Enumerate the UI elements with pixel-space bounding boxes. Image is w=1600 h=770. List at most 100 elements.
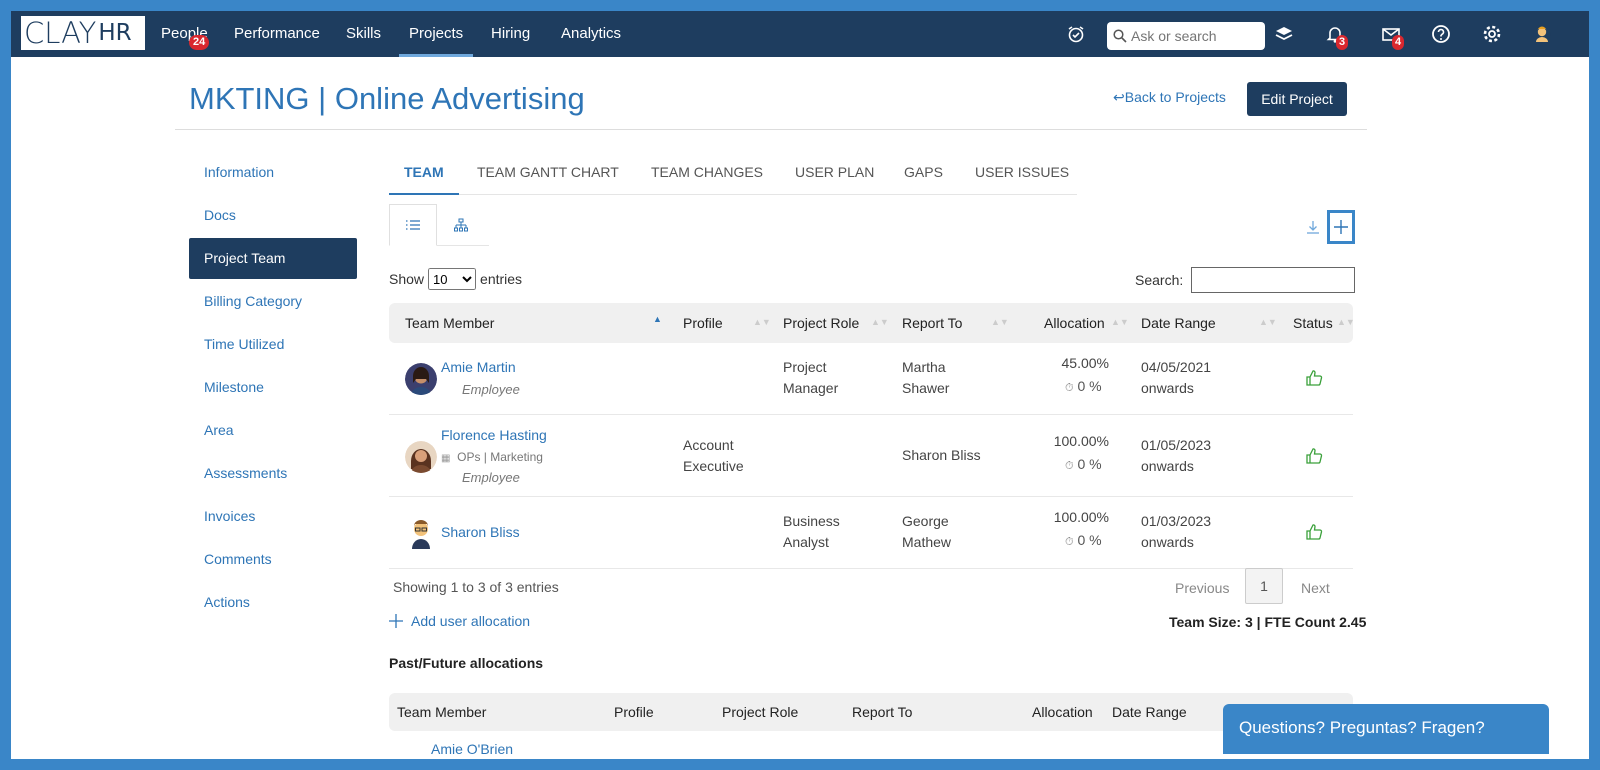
timer-icon: ⏱ [1065, 460, 1074, 472]
project-sidebar: Information Docs Project Team Billing Ca… [189, 151, 357, 624]
tab-gaps[interactable]: GAPS [904, 164, 943, 180]
sort-icon[interactable]: ▲▼ [1259, 317, 1277, 327]
nav-performance[interactable]: Performance [234, 25, 320, 42]
col-project-role[interactable]: Project Role [722, 704, 799, 720]
project-role-line2: Analyst [783, 534, 829, 550]
sidebar-item-time-utilized[interactable]: Time Utilized [204, 336, 285, 352]
col-date-range[interactable]: Date Range [1112, 704, 1187, 720]
partial-row-member-link[interactable]: Amie O'Brien [431, 741, 514, 757]
tab-user-issues[interactable]: USER ISSUES [975, 164, 1070, 180]
sidebar-item-billing-category[interactable]: Billing Category [204, 293, 303, 309]
global-search[interactable] [1107, 22, 1265, 50]
timer-icon: ⏱ [1065, 382, 1074, 394]
member-name-link[interactable]: Amie Martin [441, 359, 516, 375]
pagination-page-1[interactable]: 1 [1245, 568, 1283, 604]
department-label: OPs | Marketing [457, 450, 543, 464]
nav-people[interactable]: People 24 [161, 11, 210, 57]
clayhr-logo[interactable]: CLAY HR [21, 16, 145, 50]
nav-hiring[interactable]: Hiring [491, 25, 531, 42]
member-name-link[interactable]: Florence Hasting [441, 427, 547, 443]
back-arrow-icon: ↩ [1113, 89, 1125, 105]
sidebar-item-comments[interactable]: Comments [204, 551, 272, 567]
col-team-member[interactable]: Team Member [405, 315, 495, 331]
global-search-input[interactable] [1131, 28, 1261, 44]
sort-asc-icon[interactable]: ▲ [653, 314, 662, 324]
add-user-allocation-link[interactable]: Add user allocation [389, 613, 530, 629]
sidebar-item-assessments[interactable]: Assessments [204, 465, 288, 481]
list-icon [406, 220, 420, 230]
col-project-role[interactable]: Project Role [783, 315, 860, 331]
help-chat-widget[interactable]: Questions? Preguntas? Fragen? [1223, 704, 1549, 754]
col-status[interactable]: Status [1293, 315, 1333, 331]
search-icon [1113, 29, 1127, 43]
thumbs-up-icon[interactable] [1305, 523, 1323, 544]
settings-gear-icon[interactable] [1481, 23, 1503, 45]
date-range-line1: 04/05/2021 [1141, 359, 1212, 375]
messages-envelope-icon[interactable]: 4 [1380, 23, 1405, 50]
table-search-input[interactable] [1191, 267, 1356, 293]
alarm-clock-icon[interactable] [1065, 23, 1087, 45]
thumbs-up-icon[interactable] [1305, 369, 1323, 390]
messages-badge: 4 [1392, 35, 1405, 50]
header-divider [175, 129, 1367, 130]
user-avatar[interactable] [1531, 23, 1553, 45]
tab-user-plan[interactable]: USER PLAN [795, 164, 875, 180]
nav-analytics[interactable]: Analytics [561, 25, 622, 42]
col-report-to[interactable]: Report To [852, 704, 913, 720]
sidebar-item-invoices[interactable]: Invoices [204, 508, 256, 524]
org-chart-view-button[interactable] [437, 204, 485, 246]
allocation-value: 100.00% [1053, 509, 1109, 525]
thumbs-up-icon[interactable] [1305, 447, 1323, 468]
page-title: MKTING | Online Advertising [189, 81, 585, 116]
top-navigation: CLAY HR People 24 Performance Skills Pro… [11, 11, 1589, 57]
help-icon[interactable] [1430, 23, 1452, 45]
download-icon[interactable] [1305, 219, 1323, 237]
plus-icon [1334, 220, 1348, 234]
date-range-line2: onwards [1141, 458, 1194, 474]
tab-team-changes[interactable]: TEAM CHANGES [651, 164, 764, 180]
add-member-button[interactable] [1327, 210, 1355, 244]
member-name-link[interactable]: Sharon Bliss [441, 524, 520, 540]
profile-line1: Account [683, 437, 734, 453]
tab-team[interactable]: TEAM [389, 151, 459, 195]
pagination-next[interactable]: Next [1301, 580, 1330, 596]
nav-projects[interactable]: Projects [399, 11, 473, 57]
sidebar-item-milestone[interactable]: Milestone [204, 379, 264, 395]
sidebar-item-docs[interactable]: Docs [204, 207, 236, 223]
col-report-to[interactable]: Report To [902, 315, 963, 331]
col-profile[interactable]: Profile [683, 315, 723, 331]
col-allocation[interactable]: Allocation [1044, 315, 1105, 331]
entries-select[interactable]: 10 [428, 268, 477, 290]
back-to-projects-link[interactable]: ↩Back to Projects [1113, 89, 1226, 106]
col-profile[interactable]: Profile [614, 704, 654, 720]
nav-skills[interactable]: Skills [346, 25, 382, 42]
sort-icon[interactable]: ▲▼ [753, 317, 771, 327]
project-role-line1: Project [783, 359, 827, 375]
list-view-button[interactable] [389, 204, 437, 246]
project-role-line1: Business [783, 513, 840, 529]
sort-icon[interactable]: ▲▼ [871, 317, 889, 327]
avatar[interactable] [405, 363, 437, 395]
pagination-previous[interactable]: Previous [1175, 580, 1230, 596]
utilization: ⏱ 0 % [1065, 454, 1102, 477]
tab-team-gantt-chart[interactable]: TEAM GANTT CHART [477, 164, 619, 180]
col-allocation[interactable]: Allocation [1032, 704, 1093, 720]
member-type: Employee [462, 470, 520, 485]
col-team-member[interactable]: Team Member [397, 704, 487, 720]
edit-project-button[interactable]: Edit Project [1247, 82, 1347, 116]
sidebar-item-actions[interactable]: Actions [204, 594, 250, 610]
avatar[interactable] [405, 517, 437, 549]
sidebar-item-area[interactable]: Area [204, 422, 234, 438]
utilization-value: 0 % [1077, 456, 1102, 472]
avatar[interactable] [405, 441, 437, 473]
sidebar-item-information[interactable]: Information [204, 164, 275, 180]
sort-icon[interactable]: ▲▼ [991, 317, 1009, 327]
project-role-line2: Manager [783, 380, 839, 396]
col-date-range[interactable]: Date Range [1141, 315, 1216, 331]
layers-icon[interactable] [1273, 23, 1295, 45]
sort-icon[interactable]: ▲▼ [1111, 317, 1129, 327]
notifications-bell-icon[interactable]: 3 [1324, 23, 1349, 50]
people-badge: 24 [189, 35, 210, 50]
sort-icon[interactable]: ▲▼ [1337, 317, 1355, 327]
sidebar-item-project-team[interactable]: Project Team [189, 238, 357, 279]
